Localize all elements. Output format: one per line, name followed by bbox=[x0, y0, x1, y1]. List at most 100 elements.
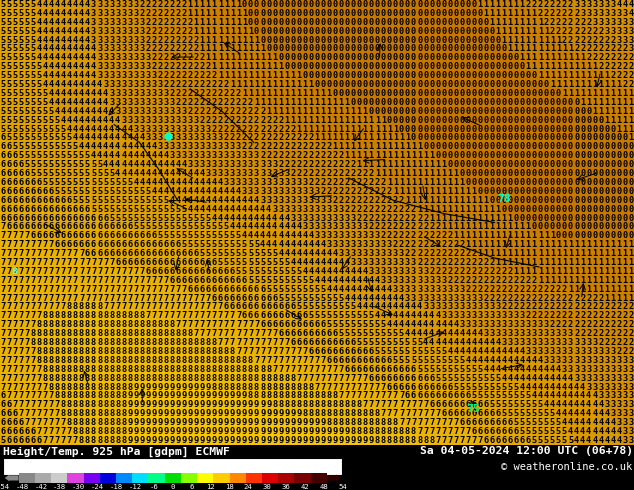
Text: 7: 7 bbox=[169, 302, 175, 312]
Text: 1: 1 bbox=[471, 214, 477, 222]
Text: 2: 2 bbox=[556, 285, 561, 294]
Text: 2: 2 bbox=[254, 133, 259, 143]
Text: 1: 1 bbox=[514, 36, 519, 45]
Text: 5: 5 bbox=[544, 436, 549, 445]
Text: 3: 3 bbox=[623, 26, 628, 36]
Text: 3: 3 bbox=[127, 26, 133, 36]
Text: 0: 0 bbox=[381, 0, 386, 9]
Text: 1: 1 bbox=[393, 124, 398, 134]
Text: 4: 4 bbox=[67, 53, 72, 62]
Text: 0: 0 bbox=[248, 9, 253, 18]
Text: 0: 0 bbox=[423, 26, 429, 36]
Text: 7: 7 bbox=[152, 302, 157, 312]
Text: 8: 8 bbox=[121, 436, 126, 445]
Text: 2: 2 bbox=[332, 160, 338, 169]
Text: 4: 4 bbox=[556, 383, 561, 392]
Text: 4: 4 bbox=[514, 374, 519, 383]
Text: 0: 0 bbox=[423, 45, 429, 53]
Text: 8: 8 bbox=[91, 418, 96, 427]
Text: 4: 4 bbox=[109, 116, 114, 124]
Text: 0: 0 bbox=[327, 45, 332, 53]
Text: 0: 0 bbox=[429, 116, 434, 124]
Text: 1: 1 bbox=[314, 124, 320, 134]
Text: 3: 3 bbox=[91, 36, 96, 45]
Text: 6: 6 bbox=[91, 222, 96, 231]
Text: 6: 6 bbox=[1, 169, 6, 178]
Text: 9: 9 bbox=[302, 436, 307, 445]
Text: 0: 0 bbox=[628, 178, 633, 187]
Text: 8: 8 bbox=[212, 365, 217, 374]
Text: 7: 7 bbox=[423, 427, 429, 436]
Text: 4: 4 bbox=[169, 160, 175, 169]
Text: 1: 1 bbox=[526, 249, 531, 258]
Text: 6: 6 bbox=[327, 347, 332, 356]
Text: 6: 6 bbox=[67, 214, 72, 222]
Text: 2: 2 bbox=[465, 285, 470, 294]
Text: 1: 1 bbox=[369, 160, 374, 169]
Text: 6: 6 bbox=[471, 418, 477, 427]
Text: 3: 3 bbox=[405, 294, 410, 303]
Text: 7: 7 bbox=[25, 240, 30, 249]
Text: 1: 1 bbox=[459, 178, 465, 187]
Text: 0: 0 bbox=[453, 26, 458, 36]
Text: 3: 3 bbox=[139, 26, 145, 36]
Text: 7: 7 bbox=[200, 302, 205, 312]
Text: 0: 0 bbox=[417, 80, 422, 89]
Text: 1: 1 bbox=[501, 9, 507, 18]
Text: 5: 5 bbox=[85, 187, 90, 196]
Text: 6: 6 bbox=[260, 285, 265, 294]
Text: 0: 0 bbox=[441, 133, 446, 143]
Text: 0: 0 bbox=[532, 222, 537, 231]
Text: 6: 6 bbox=[272, 311, 277, 320]
Text: 7: 7 bbox=[411, 409, 417, 418]
Text: 7: 7 bbox=[13, 311, 18, 320]
Text: 6: 6 bbox=[30, 436, 36, 445]
Text: 4: 4 bbox=[332, 258, 338, 267]
Text: 8: 8 bbox=[61, 400, 66, 409]
Text: 5: 5 bbox=[351, 302, 356, 312]
Text: 3: 3 bbox=[133, 36, 138, 45]
Text: 8: 8 bbox=[97, 418, 102, 427]
Text: 0: 0 bbox=[508, 187, 513, 196]
Text: 1: 1 bbox=[200, 9, 205, 18]
Text: 2: 2 bbox=[212, 116, 217, 124]
Text: 0: 0 bbox=[580, 231, 585, 240]
Text: 0: 0 bbox=[417, 62, 422, 71]
Text: 4: 4 bbox=[266, 205, 271, 214]
Text: 8: 8 bbox=[79, 311, 84, 320]
Text: 2: 2 bbox=[369, 222, 374, 231]
Text: 6: 6 bbox=[42, 222, 48, 231]
Text: 7: 7 bbox=[157, 285, 163, 294]
Text: 6: 6 bbox=[30, 196, 36, 205]
Text: 8: 8 bbox=[42, 329, 48, 338]
Text: 0: 0 bbox=[441, 62, 446, 71]
Text: 8: 8 bbox=[103, 338, 108, 347]
Text: 4: 4 bbox=[586, 400, 592, 409]
Text: 6: 6 bbox=[212, 276, 217, 285]
Text: 1: 1 bbox=[381, 151, 386, 160]
Text: 2: 2 bbox=[224, 116, 229, 124]
Text: 2: 2 bbox=[188, 53, 193, 62]
Text: 0: 0 bbox=[526, 205, 531, 214]
Text: 4: 4 bbox=[91, 62, 96, 71]
Text: 7: 7 bbox=[6, 329, 11, 338]
Text: 9: 9 bbox=[145, 392, 150, 400]
Text: 7: 7 bbox=[369, 400, 374, 409]
Text: 5: 5 bbox=[514, 418, 519, 427]
Text: 4: 4 bbox=[423, 311, 429, 320]
Text: 0: 0 bbox=[399, 9, 404, 18]
Text: 6: 6 bbox=[266, 320, 271, 329]
Text: 0: 0 bbox=[248, 18, 253, 27]
Text: 7: 7 bbox=[1, 365, 6, 374]
Text: 6: 6 bbox=[85, 240, 90, 249]
Text: 4: 4 bbox=[37, 45, 42, 53]
Text: 3: 3 bbox=[157, 116, 163, 124]
Text: 7: 7 bbox=[85, 276, 90, 285]
Text: 5: 5 bbox=[30, 0, 36, 9]
Text: 0: 0 bbox=[429, 80, 434, 89]
Text: 7: 7 bbox=[18, 365, 23, 374]
Text: 9: 9 bbox=[278, 427, 283, 436]
Text: 4: 4 bbox=[327, 267, 332, 276]
Text: 3: 3 bbox=[103, 18, 108, 27]
Text: 6: 6 bbox=[471, 427, 477, 436]
